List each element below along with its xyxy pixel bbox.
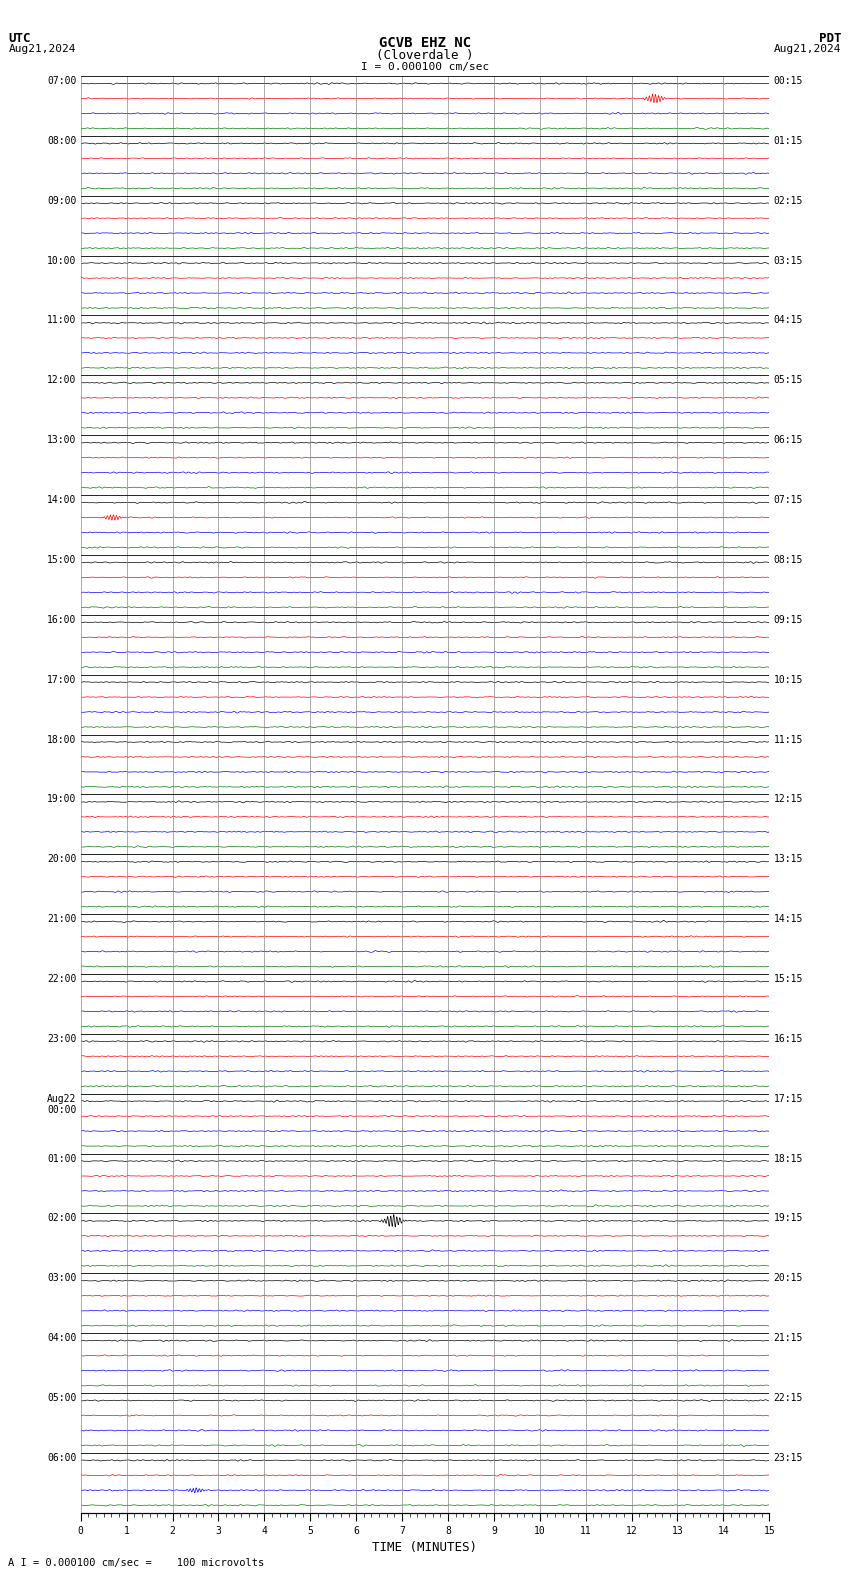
- Text: Aug21,2024: Aug21,2024: [774, 44, 842, 54]
- Text: GCVB EHZ NC: GCVB EHZ NC: [379, 36, 471, 51]
- Text: Aug21,2024: Aug21,2024: [8, 44, 76, 54]
- Text: (Cloverdale ): (Cloverdale ): [377, 49, 473, 62]
- X-axis label: TIME (MINUTES): TIME (MINUTES): [372, 1541, 478, 1554]
- Text: A I = 0.000100 cm/sec =    100 microvolts: A I = 0.000100 cm/sec = 100 microvolts: [8, 1559, 264, 1568]
- Text: PDT: PDT: [819, 32, 842, 44]
- Text: I = 0.000100 cm/sec: I = 0.000100 cm/sec: [361, 62, 489, 71]
- Text: UTC: UTC: [8, 32, 31, 44]
